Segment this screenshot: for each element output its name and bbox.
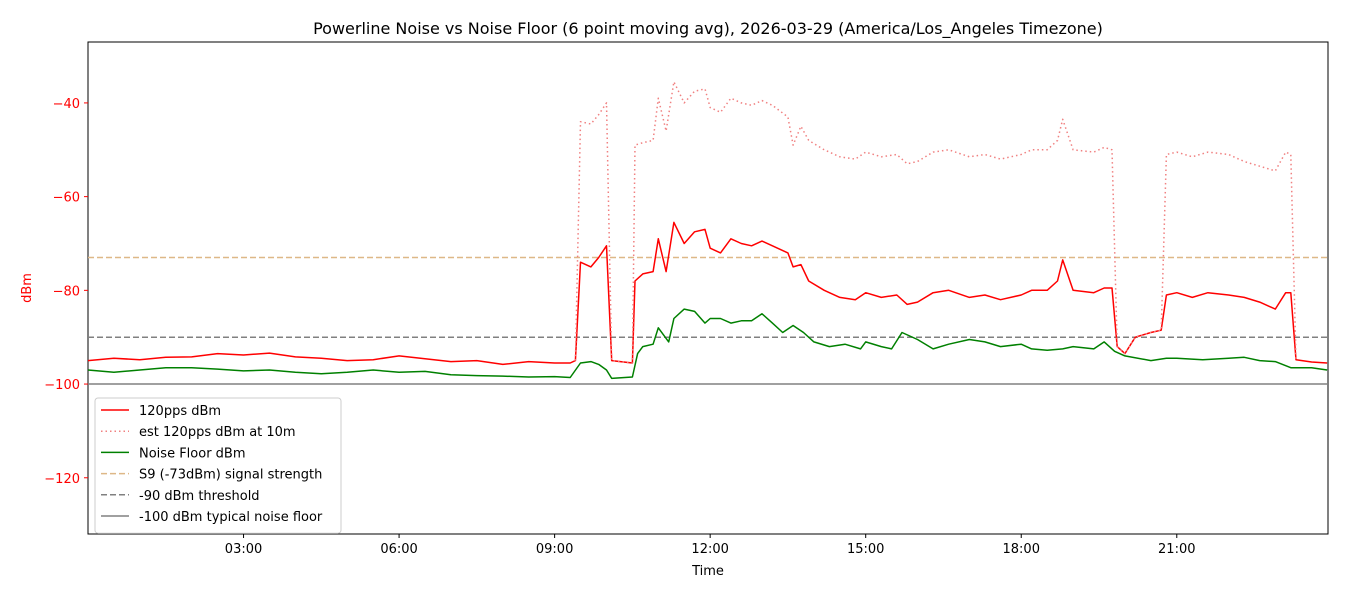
series-lines xyxy=(87,81,1328,380)
y-axis-label: dBm xyxy=(20,273,35,303)
legend-label: 120pps dBm xyxy=(139,404,221,419)
y-tick-label: −60 xyxy=(53,191,80,206)
legend-label: -90 dBm threshold xyxy=(139,489,260,504)
legend-label: -100 dBm typical noise floor xyxy=(139,510,323,525)
legend-label: est 120pps dBm at 10m xyxy=(139,425,296,440)
x-tick-label: 15:00 xyxy=(847,542,884,557)
y-tick-label: −80 xyxy=(53,284,80,299)
x-tick-label: 06:00 xyxy=(380,542,417,557)
reference-lines xyxy=(88,256,1328,385)
series-line xyxy=(87,221,1328,366)
x-tick-label: 12:00 xyxy=(691,542,728,557)
y-tick-label: −100 xyxy=(44,378,80,393)
y-tick-label: −40 xyxy=(53,97,80,112)
plot-area xyxy=(87,41,1329,535)
x-tick-label: 09:00 xyxy=(536,542,573,557)
legend-box xyxy=(94,397,342,534)
legend-label: S9 (-73dBm) signal strength xyxy=(139,468,322,483)
y-axis: −40 −60 −80 −100 −120 xyxy=(44,97,88,487)
x-tick-label: 21:00 xyxy=(1158,542,1195,557)
legend: 120pps dBm est 120pps dBm at 10m Noise Flo… xyxy=(94,397,342,534)
legend-label: Noise Floor dBm xyxy=(139,446,246,461)
x-tick-label: 03:00 xyxy=(225,542,262,557)
series-line xyxy=(87,308,1328,380)
y-tick-label: −120 xyxy=(44,472,80,487)
series-line xyxy=(574,81,1297,364)
x-axis: 03:00 06:00 09:00 12:00 15:00 18:00 21:00 xyxy=(225,534,1196,557)
x-axis-label: Time xyxy=(691,564,724,579)
x-tick-label: 18:00 xyxy=(1003,542,1040,557)
chart-title: Powerline Noise vs Noise Floor (6 point … xyxy=(313,19,1103,39)
